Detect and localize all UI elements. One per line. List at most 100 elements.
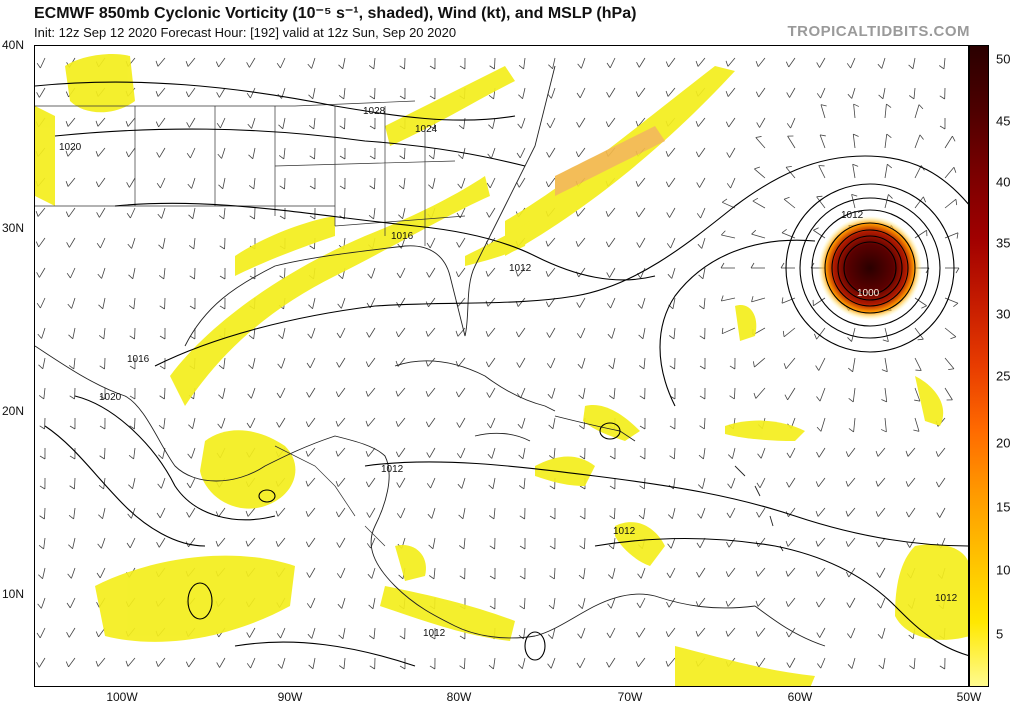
wind-barb [39,477,46,490]
wind-barb [576,657,586,669]
wind-barb [515,327,526,338]
wind-barb [727,447,736,459]
wind-barb [455,327,466,337]
wind-barb [338,87,346,100]
wind-barb [884,103,892,119]
wind-barb [518,57,526,70]
wind-barb [246,87,256,99]
wind-barb [546,327,556,338]
wind-barb [218,207,226,220]
wind-barb [155,657,166,667]
wind-barb [276,57,286,69]
wind-barb [278,327,286,340]
wind-barb [721,327,736,335]
wind-barb [456,417,466,428]
wind-barb [636,267,646,279]
wind-barb [396,507,406,519]
wind-barb [489,567,496,580]
wind-barb [814,327,826,340]
wind-barb [365,387,376,397]
wind-barb [605,117,616,128]
wind-barb [696,567,706,578]
wind-barb [335,507,346,518]
wind-barb [848,387,856,403]
wind-barb [518,447,526,460]
wind-barb [339,147,346,160]
colorbar-label: 10 [996,562,1011,578]
wind-barb [639,357,646,370]
wind-barb [69,387,76,400]
wind-barb [669,447,676,460]
wind-barb [729,357,736,370]
wind-barb [37,597,46,609]
wind-barb [156,537,166,548]
wind-barb [549,447,556,460]
wind-barb [279,267,286,280]
wind-barb [186,507,196,518]
wind-barb [336,327,346,339]
wind-barb [219,267,226,280]
wind-barb [66,237,76,248]
wind-barb [97,537,106,549]
wind-barb [727,477,736,489]
wind-barb [637,567,646,579]
wind-barb [636,57,646,68]
wind-barb [158,267,166,280]
wind-barb [944,387,953,401]
wind-barb [339,657,346,670]
wind-barb [365,477,376,488]
wind-barb [635,177,646,187]
wind-barb [278,117,286,130]
wind-barb [751,296,766,303]
colorbar-label: 40 [996,174,1011,190]
wind-barb [396,267,406,279]
wind-barb [752,357,766,368]
wind-barb [781,297,796,304]
wind-barb [549,537,556,550]
wind-barb [489,57,496,70]
wind-barb [187,177,196,189]
wind-barb [246,627,256,638]
wind-barb [939,117,946,130]
wind-barb [515,267,526,277]
wind-barb [98,327,106,340]
wind-barb [785,537,796,547]
wind-barb [698,447,706,460]
wind-barb [428,147,436,160]
wind-barb [335,417,346,427]
wind-barb [577,627,586,639]
wind-barb [186,477,196,489]
wind-barb [38,357,46,370]
wind-barb [98,507,106,520]
wind-barb [607,327,616,339]
wind-barb [516,177,526,188]
isobar-label: 1016 [127,354,150,365]
wind-barb [665,57,676,68]
wind-barb [457,177,466,189]
wind-barb [697,477,706,489]
wind-barb [399,57,406,70]
wind-barb [39,417,46,430]
wind-barb [787,135,796,149]
wind-barb [606,87,616,98]
wind-barb [936,507,946,518]
wind-barb [188,417,196,430]
wind-barb [189,267,196,280]
wind-barb [338,627,346,640]
wind-barb [944,232,959,239]
wind-barb [486,417,496,429]
wind-barb [395,327,406,338]
wind-barb [486,177,496,189]
wind-barb [635,87,646,98]
colorbar-label: 45 [996,113,1011,129]
wind-barb [816,57,826,68]
wind-barb [697,507,706,519]
wind-barb [306,357,316,369]
wind-barb [720,262,735,269]
wind-barb [159,387,166,400]
wind-barb [577,357,586,369]
wind-barb [548,57,556,70]
wind-barb [609,387,616,400]
wind-barb [38,567,46,580]
wind-barb [39,447,46,460]
